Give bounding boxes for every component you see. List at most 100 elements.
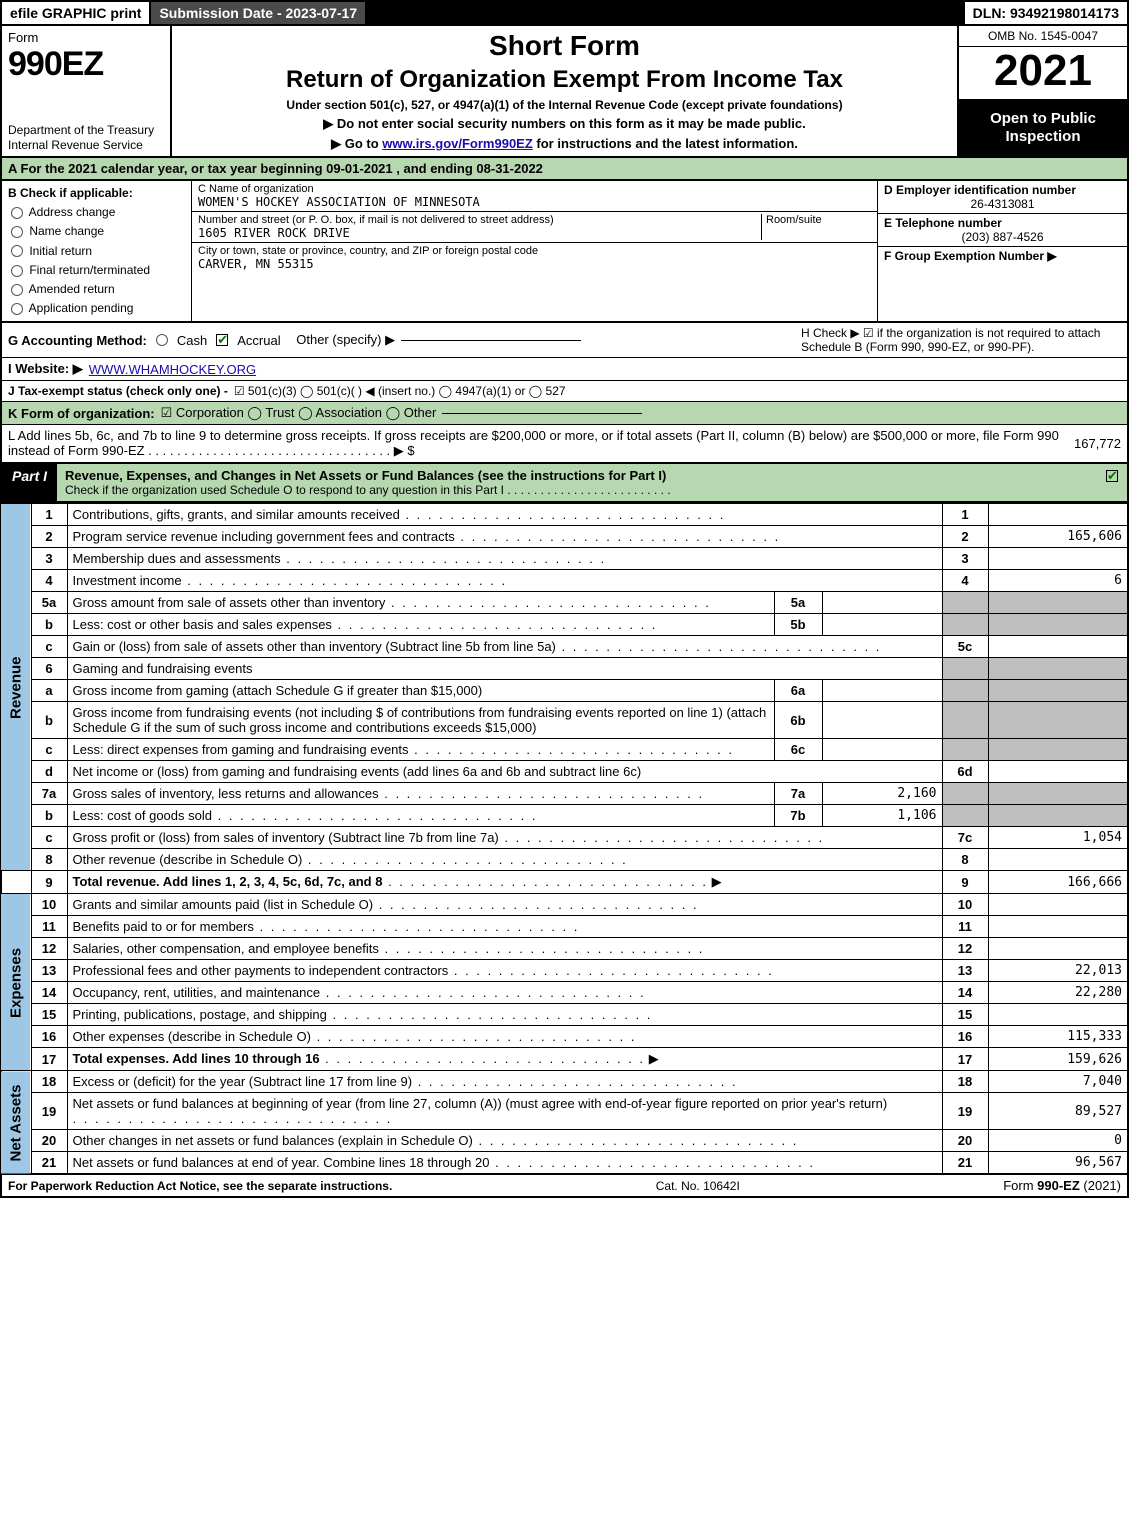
l17-text: Total expenses. Add lines 10 through 16 … [67,1048,942,1071]
part1-checkbox[interactable] [1097,464,1127,501]
l6d-text: Net income or (loss) from gaming and fun… [67,761,942,783]
netassets-side: Net Assets [1,1071,31,1175]
ck-amended-return[interactable]: Amended return [8,280,185,299]
goto-pre: ▶ Go to [331,136,382,151]
dept-treasury: Department of the Treasury Internal Reve… [8,123,164,152]
l8-col: 8 [942,849,988,871]
l6a-col [942,680,988,702]
f-group: F Group Exemption Number ▶ [878,247,1127,265]
part1-title: Revenue, Expenses, and Changes in Net As… [57,464,1097,501]
l7b-num: b [31,805,67,827]
c-city: City or town, state or province, country… [192,243,877,273]
goto-post: for instructions and the latest informat… [533,136,798,151]
l5c-col: 5c [942,636,988,658]
l11-num: 11 [31,916,67,938]
l-text: L Add lines 5b, 6c, and 7b to line 9 to … [8,428,1068,459]
ck-initial-return[interactable]: Initial return [8,242,185,261]
footer-catno: Cat. No. 10642I [656,1179,740,1193]
l9-text: Total revenue. Add lines 1, 2, 3, 4, 5c,… [67,871,942,894]
c-name-lbl: C Name of organization [198,183,871,195]
l16-num: 16 [31,1026,67,1048]
ck-final-return[interactable]: Final return/terminated [8,261,185,280]
l18-col: 18 [942,1071,988,1093]
lines-table: Revenue 1 Contributions, gifts, grants, … [0,503,1129,1175]
ck-address-change[interactable]: Address change [8,203,185,222]
l6-amt [988,658,1128,680]
l18-num: 18 [31,1071,67,1093]
c-name: C Name of organization WOMEN'S HOCKEY AS… [192,181,877,212]
l6c-sv [822,739,942,761]
l5b-sc: 5b [774,614,822,636]
l4-num: 4 [31,570,67,592]
g-other-blank[interactable] [401,340,581,341]
l10-num: 10 [31,894,67,916]
l16-amt: 115,333 [988,1026,1128,1048]
l6d-col: 6d [942,761,988,783]
l20-num: 20 [31,1130,67,1152]
right-block: OMB No. 1545-0047 2021 Open to Public In… [957,26,1127,156]
l19-amt: 89,527 [988,1093,1128,1130]
i-label: I Website: ▶ [8,361,83,377]
l19-num: 19 [31,1093,67,1130]
l6c-sc: 6c [774,739,822,761]
form-header: Form 990EZ Department of the Treasury In… [0,26,1129,158]
l15-num: 15 [31,1004,67,1026]
l6d-num: d [31,761,67,783]
irs-link[interactable]: www.irs.gov/Form990EZ [382,136,533,151]
k-other-blank[interactable] [442,413,642,414]
l8-amt [988,849,1128,871]
l15-amt [988,1004,1128,1026]
l9-num: 9 [31,871,67,894]
l5a-col [942,592,988,614]
l6a-amt [988,680,1128,702]
row-a-taxyear: A For the 2021 calendar year, or tax yea… [0,158,1129,181]
ck-application-pending[interactable]: Application pending [8,299,185,318]
l1-num: 1 [31,504,67,526]
l14-col: 14 [942,982,988,1004]
l5a-sv [822,592,942,614]
row-a-text: A For the 2021 calendar year, or tax yea… [8,161,543,176]
l7c-amt: 1,054 [988,827,1128,849]
efile-print[interactable]: efile GRAPHIC print [2,2,151,24]
l19-col: 19 [942,1093,988,1130]
e-tel-val: (203) 887-4526 [884,230,1121,244]
l9-amt: 166,666 [988,871,1128,894]
l17-num: 17 [31,1048,67,1071]
website-link[interactable]: WWW.WHAMHOCKEY.ORG [89,362,256,377]
row-l: L Add lines 5b, 6c, and 7b to line 9 to … [2,425,1127,462]
l11-text: Benefits paid to or for members [67,916,942,938]
l4-text: Investment income [67,570,942,592]
row-g: G Accounting Method: Cash Accrual Other … [2,323,1127,358]
g-accrual-ck[interactable] [216,334,228,346]
expenses-side: Expenses [1,894,31,1071]
l18-text: Excess or (deficit) for the year (Subtra… [67,1071,942,1093]
l5b-num: b [31,614,67,636]
l7a-sv: 2,160 [822,783,942,805]
l13-text: Professional fees and other payments to … [67,960,942,982]
l10-text: Grants and similar amounts paid (list in… [67,894,942,916]
l6a-text: Gross income from gaming (attach Schedul… [67,680,774,702]
l-val: 167,772 [1074,436,1121,451]
form-word: Form [8,30,164,45]
l7a-text: Gross sales of inventory, less returns a… [67,783,774,805]
l5c-amt [988,636,1128,658]
l15-text: Printing, publications, postage, and shi… [67,1004,942,1026]
l6c-amt [988,739,1128,761]
ck-name-change[interactable]: Name change [8,222,185,241]
l6a-sv [822,680,942,702]
l7c-num: c [31,827,67,849]
col-c: C Name of organization WOMEN'S HOCKEY AS… [192,181,877,321]
row-h: H Check ▶ ☑ if the organization is not r… [801,326,1121,354]
c-name-val: WOMEN'S HOCKEY ASSOCIATION OF MINNESOTA [198,195,871,209]
l6a-num: a [31,680,67,702]
g-cash-ck[interactable] [156,334,168,346]
l6-text: Gaming and fundraising events [67,658,942,680]
l20-text: Other changes in net assets or fund bala… [67,1130,942,1152]
l7a-col [942,783,988,805]
l21-col: 21 [942,1152,988,1175]
g-other: Other (specify) ▶ [296,332,395,348]
l6b-num: b [31,702,67,739]
form-number: 990EZ [8,45,164,84]
d-ein: D Employer identification number 26-4313… [878,181,1127,214]
l1-col: 1 [942,504,988,526]
